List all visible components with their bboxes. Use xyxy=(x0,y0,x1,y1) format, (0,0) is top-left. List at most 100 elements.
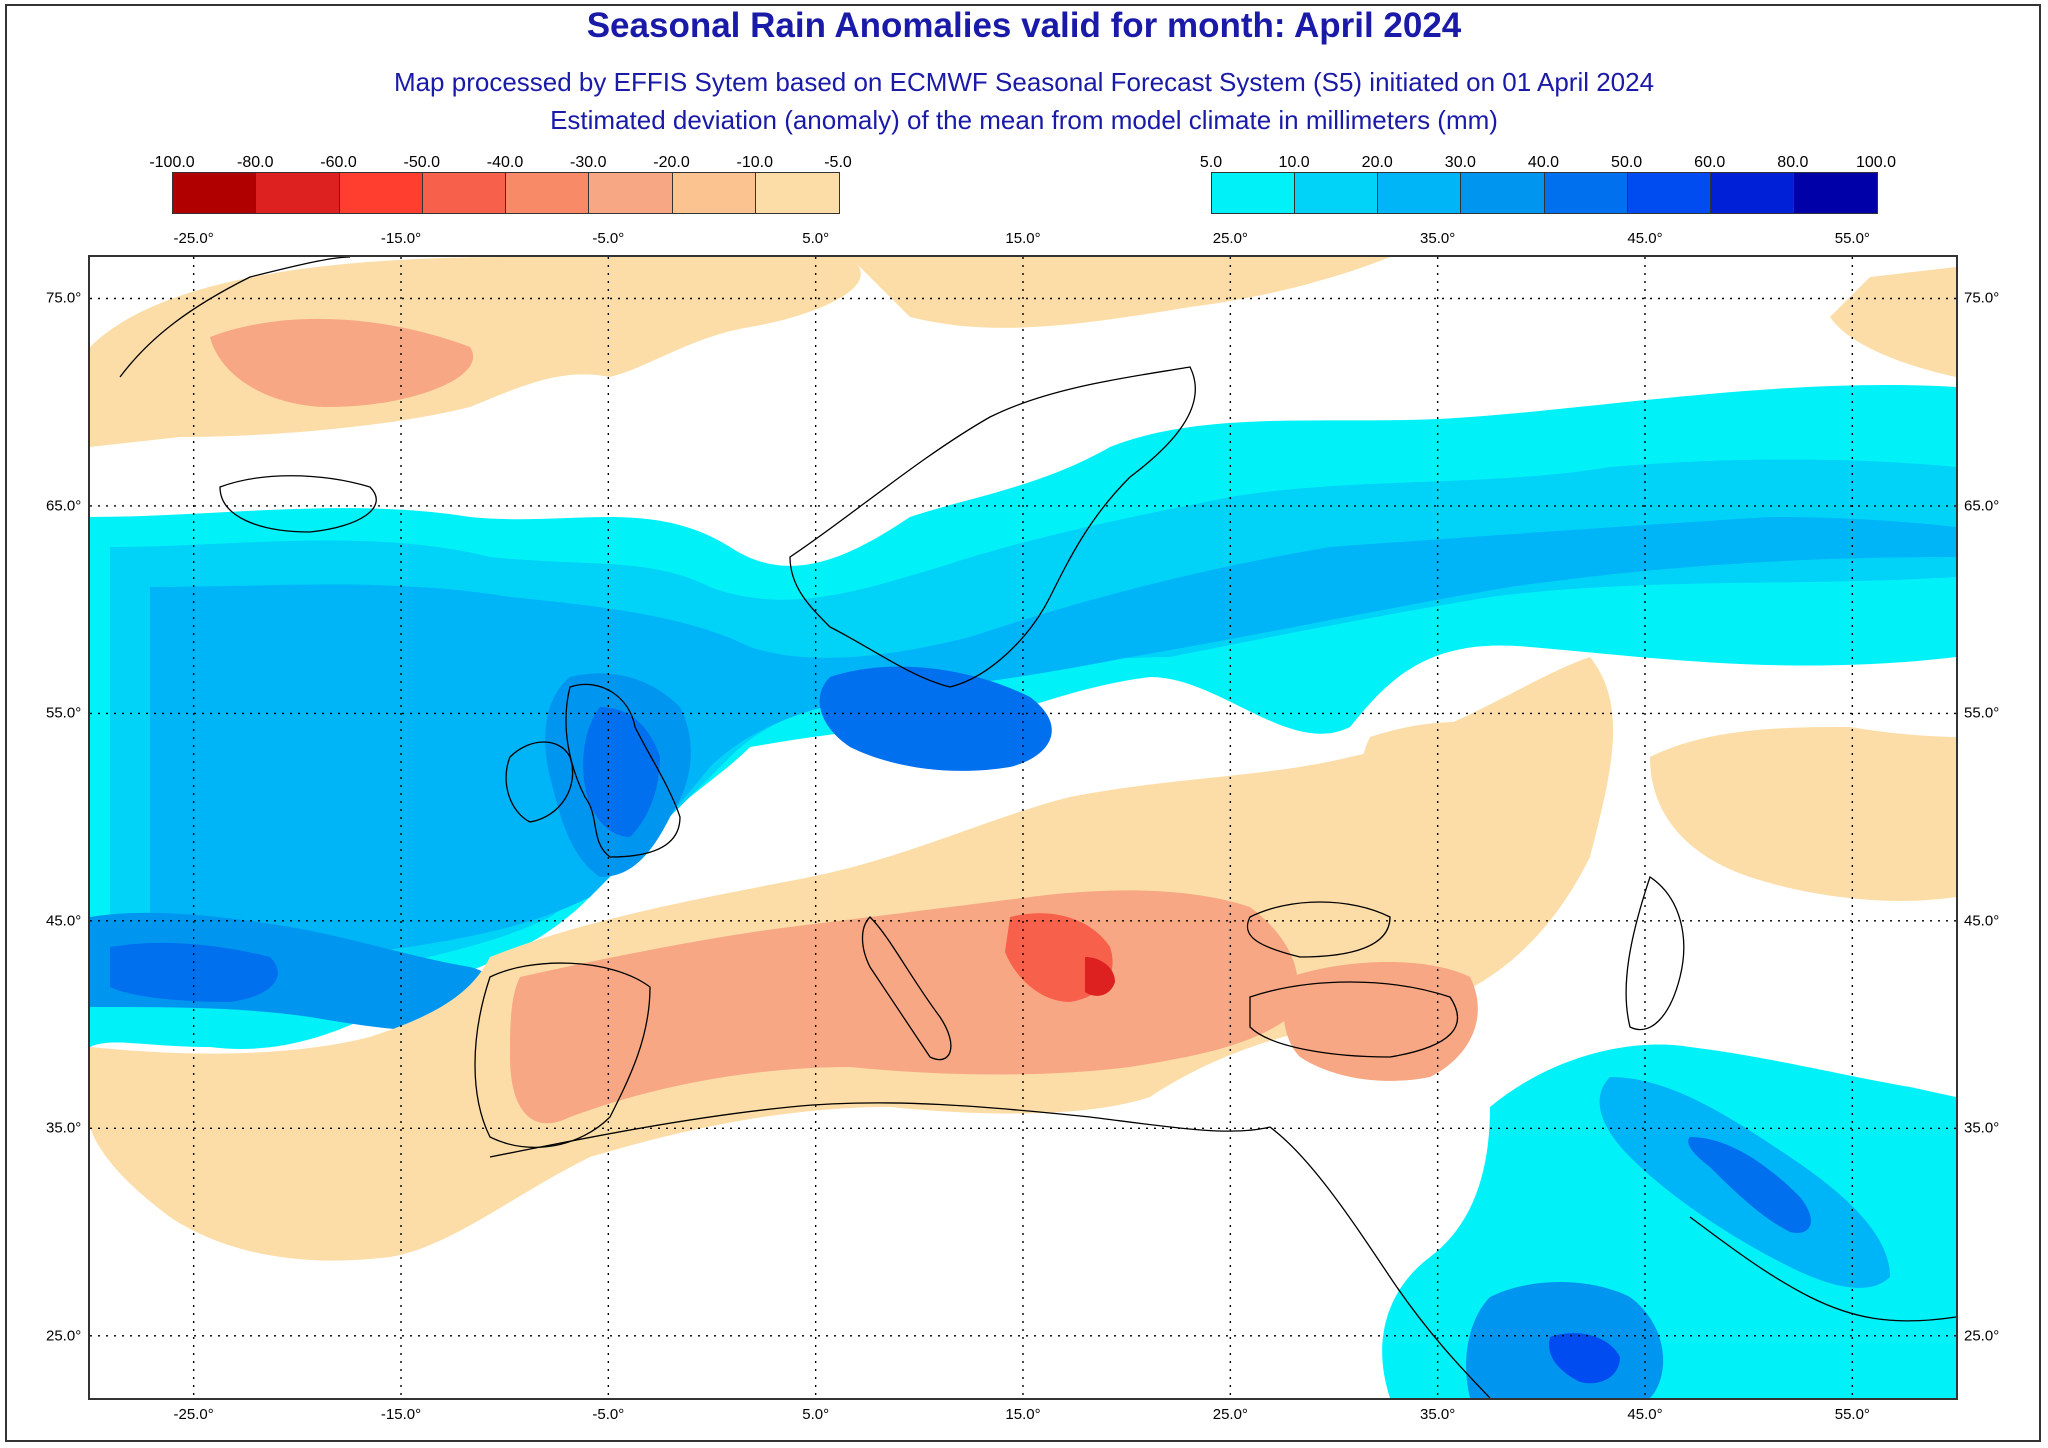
coast-caspian xyxy=(1625,875,1685,1031)
region-wet-uk-strong xyxy=(583,707,660,837)
longitude-label: 55.0° xyxy=(1834,1406,1870,1423)
coast-great-britain xyxy=(565,683,681,858)
legend-negative-swatch-7 xyxy=(755,173,839,213)
region-dry-turkey xyxy=(1283,962,1478,1081)
legend-negative-swatch-0 xyxy=(173,173,257,213)
latitude-label: 75.0° xyxy=(1964,289,2000,307)
legend-positive-swatch-1 xyxy=(1295,173,1379,213)
region-dry-east xyxy=(1650,727,1956,901)
region-wet-iberia-core xyxy=(110,942,278,1002)
coast-persian-gulf xyxy=(1689,1216,1956,1322)
region-wet-denmark xyxy=(819,666,1052,771)
region-wet-arabia-core xyxy=(1549,1333,1620,1384)
latitude-label: 75.0° xyxy=(46,289,82,307)
coast-italy xyxy=(861,916,952,1061)
legend-negative-swatch-4 xyxy=(506,173,590,213)
region-dry-northwest-strong xyxy=(210,318,474,407)
legend-negative-tick-label: -20.0 xyxy=(653,154,690,171)
legend-positive-tick-label: 80.0 xyxy=(1777,154,1809,171)
legend-negative-tick-label: -5.0 xyxy=(824,154,852,171)
legend-positive-colorbar xyxy=(1211,172,1878,214)
anomaly-map xyxy=(88,255,1958,1400)
longitude-label: -5.0° xyxy=(592,1406,625,1423)
region-wet-iran-core xyxy=(1688,1137,1811,1233)
legend-negative-tick-label: -100.0 xyxy=(149,154,195,171)
legend-negative-tick-label: -60.0 xyxy=(320,154,357,171)
coast-black-sea xyxy=(1246,901,1391,958)
longitude-label: 45.0° xyxy=(1627,230,1663,247)
legend-negative-swatch-5 xyxy=(589,173,673,213)
legend-positive-tick-label: 20.0 xyxy=(1361,154,1393,171)
longitude-label: -25.0° xyxy=(173,1406,214,1423)
map-title: Seasonal Rain Anomalies valid for month:… xyxy=(586,6,1462,45)
legend-positive-swatch-6 xyxy=(1710,173,1794,213)
legend-positive-swatch-2 xyxy=(1378,173,1462,213)
legend-positive-swatch-7 xyxy=(1793,173,1877,213)
latitude-label: 65.0° xyxy=(1964,497,2000,515)
region-dry-northeast xyxy=(1830,267,1956,377)
legend-positive-tick-label: 40.0 xyxy=(1527,154,1560,171)
anomaly-regions xyxy=(90,257,1956,1398)
longitude-label: -15.0° xyxy=(380,1406,422,1423)
latitude-label: 35.0° xyxy=(1964,1119,2000,1137)
coast-scandinavia xyxy=(789,366,1196,688)
longitude-label: -15.0° xyxy=(380,230,422,247)
longitude-label: 45.0° xyxy=(1627,1406,1663,1423)
longitude-label: -25.0° xyxy=(173,230,214,247)
figure-frame xyxy=(5,4,2041,1442)
longitude-label: -5.0° xyxy=(592,230,625,247)
legend-positive-tick-label: 10.0 xyxy=(1278,154,1310,171)
legend-negative-tick-label: -30.0 xyxy=(570,154,607,171)
map-subtitle-units: Estimated deviation (anomaly) of the mea… xyxy=(550,105,1498,135)
legend-positive-tick-label: 100.0 xyxy=(1855,154,1897,171)
latitude-label: 45.0° xyxy=(46,912,82,930)
legend-positive-tick-label: 50.0 xyxy=(1611,154,1643,171)
legend-negative-tick-label: -40.0 xyxy=(486,154,524,171)
latitude-label: 35.0° xyxy=(46,1119,82,1137)
longitude-label: 15.0° xyxy=(1005,1406,1041,1423)
longitude-label: 35.0° xyxy=(1420,1406,1456,1423)
region-dry-eastern-europe xyxy=(1359,722,1545,892)
latitude-label: 45.0° xyxy=(1964,912,2000,930)
legend-negative-swatch-6 xyxy=(672,173,756,213)
legend-negative-colorbar xyxy=(172,172,840,214)
legend-positive-swatch-4 xyxy=(1544,173,1628,213)
coast-iceland xyxy=(219,475,377,533)
region-dry-north xyxy=(850,257,1390,328)
anomaly-map-canvas xyxy=(90,257,1956,1398)
longitude-label: 25.0° xyxy=(1212,1406,1248,1423)
coast-ireland xyxy=(505,741,574,823)
longitude-label: 15.0° xyxy=(1005,230,1041,247)
longitude-label: 55.0° xyxy=(1834,230,1870,247)
latitude-label: 65.0° xyxy=(46,497,82,515)
latitude-label: 55.0° xyxy=(1964,704,2000,722)
longitude-label: 5.0° xyxy=(802,230,830,247)
coast-arabia xyxy=(1269,1126,1491,1398)
region-dry-balkans-core xyxy=(1085,957,1115,996)
coastlines xyxy=(119,257,1956,1398)
legend-positive-swatch-5 xyxy=(1627,173,1711,213)
latitude-label: 25.0° xyxy=(46,1327,82,1345)
coast-anatolia xyxy=(1249,981,1459,1058)
legend-positive-tick-label: 30.0 xyxy=(1444,154,1476,171)
legend-positive-swatch-3 xyxy=(1461,173,1545,213)
longitude-label: 25.0° xyxy=(1212,230,1248,247)
region-dry-northwest xyxy=(90,257,861,447)
longitude-label: 35.0° xyxy=(1420,230,1456,247)
legend-positive-swatch-0 xyxy=(1212,173,1296,213)
latitude-label: 55.0° xyxy=(46,704,82,722)
legend-negative-tick-label: -10.0 xyxy=(736,154,773,171)
legend-negative-swatch-3 xyxy=(422,173,506,213)
coast-greenland xyxy=(119,257,351,378)
coast-iberia xyxy=(474,962,651,1149)
legend-positive-tick-label: 60.0 xyxy=(1694,154,1726,171)
coast-north-africa xyxy=(489,1102,1271,1158)
legend-negative-tick-label: -80.0 xyxy=(237,154,274,171)
map-subtitle-processing: Map processed by EFFIS Sytem based on EC… xyxy=(393,67,1655,97)
latitude-label: 25.0° xyxy=(1964,1327,2000,1345)
legend-negative-swatch-2 xyxy=(339,173,423,213)
longitude-label: 5.0° xyxy=(802,1406,830,1423)
legend-positive-tick-label: 5.0 xyxy=(1199,154,1223,171)
legend-negative-tick-label: -50.0 xyxy=(403,154,440,171)
legend-negative-swatch-1 xyxy=(256,173,340,213)
